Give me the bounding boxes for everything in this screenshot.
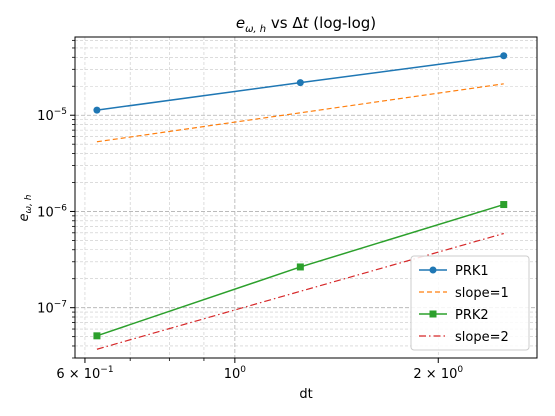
series-line-slope=1 xyxy=(96,83,504,143)
legend-box xyxy=(410,255,530,351)
data-point-PRK1 xyxy=(296,79,304,87)
series-line-slope=2 xyxy=(96,232,504,350)
data-point-PRK2 xyxy=(93,332,101,340)
x-tick-label: 2 × 100 xyxy=(413,365,463,382)
y-tick-label: 10−7 xyxy=(37,300,67,317)
x-tick-label: 6 × 10−1 xyxy=(56,365,113,382)
data-point-PRK2 xyxy=(500,201,508,209)
y-tick-label: 10−6 xyxy=(37,203,67,220)
x-axis-ticks: 6 × 10−1 100 2 × 100 xyxy=(56,358,463,382)
legend-label-PRK1: PRK1 xyxy=(455,264,489,279)
legend-label-slope=2: slope=2 xyxy=(455,330,509,345)
legend-marker-PRK2 xyxy=(429,310,437,318)
series-layer xyxy=(93,52,508,350)
data-point-PRK1 xyxy=(500,52,508,60)
data-point-PRK1 xyxy=(93,106,101,114)
y-axis-ticks: 10−7 10−6 10−5 xyxy=(37,39,75,359)
y-tick-label: 10−5 xyxy=(37,107,67,124)
y-axis-label: eω, h xyxy=(17,194,34,221)
x-axis-label: dt xyxy=(299,387,312,402)
legend-label-PRK2: PRK2 xyxy=(455,308,489,323)
legend: PRK1 slope=1 PRK2 slope=2 xyxy=(410,255,530,351)
data-point-PRK2 xyxy=(296,263,304,271)
x-tick-label: 100 xyxy=(224,365,247,382)
legend-label-slope=1: slope=1 xyxy=(455,286,509,301)
chart-title: eω, h vs Δt (log-log) xyxy=(236,14,376,35)
legend-marker-PRK1 xyxy=(429,266,437,274)
plot-frame xyxy=(74,36,538,359)
